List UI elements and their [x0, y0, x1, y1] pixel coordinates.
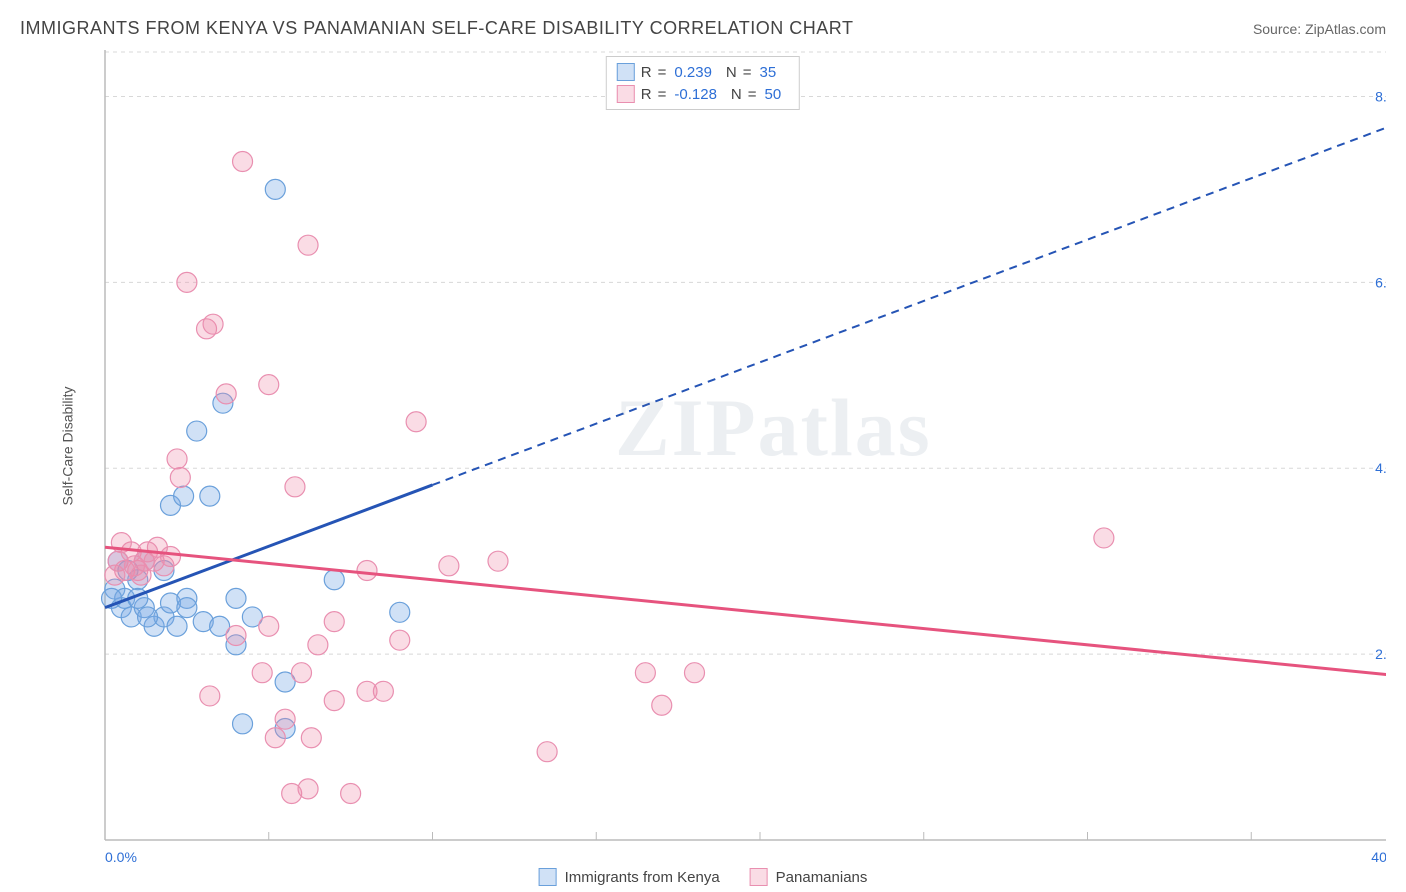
series-legend-panama: Panamanians — [750, 868, 868, 886]
svg-text:4.0%: 4.0% — [1375, 460, 1386, 476]
svg-text:8.0%: 8.0% — [1375, 88, 1386, 104]
svg-text:2.0%: 2.0% — [1375, 646, 1386, 662]
series-legend: Immigrants from Kenya Panamanians — [539, 868, 868, 886]
legend-r-value-kenya: 0.239 — [674, 64, 712, 81]
legend-eq: = — [748, 86, 757, 103]
legend-eq: = — [658, 86, 667, 103]
legend-eq: = — [743, 64, 752, 81]
legend-swatch-kenya — [539, 868, 557, 886]
legend-eq: = — [658, 64, 667, 81]
legend-r-value-panama: -0.128 — [674, 86, 717, 103]
correlation-legend: R = 0.239 N = 35 R = -0.128 N = 50 — [606, 56, 800, 110]
chart-area: 2.0% 4.0% 6.0% 8.0% 0.0% 40.0% — [50, 50, 1386, 872]
legend-n-value-kenya: 35 — [760, 64, 777, 81]
legend-row-panama: R = -0.128 N = 50 — [617, 83, 789, 105]
source-label: Source: — [1253, 21, 1301, 37]
legend-row-kenya: R = 0.239 N = 35 — [617, 61, 789, 83]
legend-swatch-kenya — [617, 63, 635, 81]
series-legend-kenya: Immigrants from Kenya — [539, 868, 720, 886]
series-name-kenya: Immigrants from Kenya — [565, 869, 720, 886]
legend-n-label: N — [726, 64, 737, 81]
legend-r-label: R — [641, 64, 652, 81]
series-name-panama: Panamanians — [776, 869, 868, 886]
scatter-chart-svg: 2.0% 4.0% 6.0% 8.0% 0.0% 40.0% — [50, 50, 1386, 872]
legend-swatch-panama — [617, 85, 635, 103]
legend-r-label: R — [641, 86, 652, 103]
legend-n-value-panama: 50 — [765, 86, 782, 103]
chart-title: IMMIGRANTS FROM KENYA VS PANAMANIAN SELF… — [20, 18, 853, 39]
legend-n-label: N — [731, 86, 742, 103]
svg-text:40.0%: 40.0% — [1371, 849, 1386, 865]
svg-text:0.0%: 0.0% — [105, 849, 137, 865]
svg-text:6.0%: 6.0% — [1375, 274, 1386, 290]
source-attribution: Source: ZipAtlas.com — [1253, 21, 1386, 37]
source-link[interactable]: ZipAtlas.com — [1305, 21, 1386, 37]
legend-swatch-panama — [750, 868, 768, 886]
